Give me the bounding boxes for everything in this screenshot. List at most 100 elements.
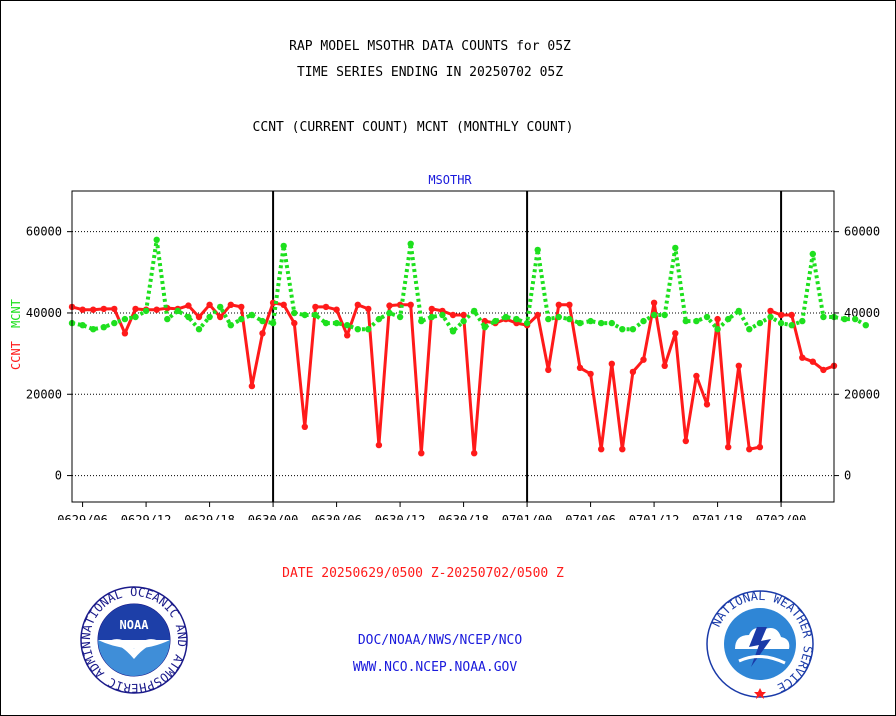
ccnt-data-point bbox=[185, 302, 192, 309]
ccnt-data-point bbox=[598, 446, 605, 453]
mcnt-data-point bbox=[460, 317, 467, 325]
mcnt-data-point bbox=[121, 315, 129, 323]
ccnt-data-point bbox=[693, 372, 700, 380]
ccnt-data-point bbox=[460, 311, 467, 319]
mcnt-data-point bbox=[206, 313, 213, 321]
noaa-logo-text: NOAA bbox=[120, 618, 150, 632]
ccnt-data-point bbox=[714, 315, 721, 323]
x-tick-label: 0701/18 bbox=[692, 513, 743, 520]
ccnt-data-point bbox=[90, 306, 97, 313]
ccnt-series-line bbox=[71, 301, 835, 455]
ccnt-data-point bbox=[333, 306, 340, 313]
mcnt-data-point bbox=[344, 322, 351, 329]
mcnt-data-point bbox=[164, 315, 171, 323]
ccnt-data-point bbox=[301, 423, 308, 430]
grid-layer bbox=[72, 191, 834, 502]
ccnt-data-point bbox=[650, 299, 658, 306]
x-tick-label: 0629/18 bbox=[184, 513, 235, 520]
ccnt-data-point bbox=[555, 301, 562, 308]
mcnt-data-point bbox=[174, 307, 181, 315]
x-tick-label: 0701/12 bbox=[629, 513, 680, 520]
ccnt-data-point bbox=[545, 366, 552, 374]
mcnt-data-point bbox=[746, 326, 753, 333]
ccnt-data-point bbox=[375, 441, 383, 449]
x-tick-label: 0702/00 bbox=[756, 513, 807, 520]
date-range: DATE 20250629/0500 Z-20250702/0500 Z bbox=[282, 566, 564, 581]
y-tick-label-right: 20000 bbox=[844, 387, 880, 401]
mcnt-data-point bbox=[566, 315, 573, 323]
mcnt-data-point bbox=[291, 309, 298, 317]
ccnt-data-point bbox=[534, 311, 541, 319]
org-label: DOC/NOAA/NWS/NCEP/NCO bbox=[357, 633, 523, 648]
ccnt-data-point bbox=[703, 401, 711, 408]
ccnt-data-point bbox=[195, 313, 203, 321]
ccnt-data-point bbox=[777, 311, 785, 319]
mcnt-series-line bbox=[71, 237, 867, 334]
mcnt-data-point bbox=[386, 309, 393, 317]
ccnt-data-point bbox=[725, 443, 732, 451]
ccnt-data-point bbox=[280, 301, 287, 308]
ccnt-data-point bbox=[132, 305, 139, 313]
mcnt-data-point bbox=[576, 319, 584, 327]
mcnt-data-point bbox=[481, 324, 488, 331]
ccnt-data-point bbox=[619, 446, 626, 453]
mcnt-data-point bbox=[375, 315, 383, 323]
mcnt-data-point bbox=[407, 240, 414, 247]
mcnt-data-point bbox=[767, 313, 774, 321]
ccnt-data-point bbox=[238, 303, 245, 311]
ccnt-data-point bbox=[418, 450, 425, 457]
mcnt-data-point bbox=[788, 322, 795, 329]
ccnt-data-point bbox=[291, 319, 298, 327]
mcnt-data-point bbox=[269, 319, 277, 327]
x-tick-label: 0701/00 bbox=[502, 513, 553, 520]
ccnt-data-point bbox=[746, 446, 753, 453]
ccnt-data-point bbox=[756, 443, 764, 451]
nws-logo: NATIONAL WEATHER SERVICE bbox=[706, 589, 815, 699]
mcnt-data-point bbox=[714, 326, 721, 333]
website-link[interactable]: WWW.NCO.NCEP.NOAA.GOV bbox=[352, 660, 518, 675]
mcnt-data-point bbox=[195, 326, 203, 333]
ccnt-data-point bbox=[100, 305, 108, 313]
mcnt-data-point bbox=[333, 319, 340, 327]
mcnt-data-point bbox=[862, 322, 869, 329]
mcnt-data-point bbox=[79, 322, 86, 329]
panel-title: MSOTHR bbox=[428, 173, 472, 187]
ccnt-data-point bbox=[344, 332, 351, 339]
y-tick-label-left: 60000 bbox=[26, 225, 62, 239]
chart-title-line-2: TIME SERIES ENDING IN 20250702 05Z bbox=[296, 65, 564, 80]
mcnt-data-point bbox=[312, 311, 319, 319]
mcnt-data-point bbox=[841, 315, 848, 323]
ccnt-data-point bbox=[312, 303, 319, 311]
mcnt-data-point bbox=[185, 313, 192, 321]
mcnt-data-point bbox=[820, 313, 827, 321]
x-tick-label: 0630/18 bbox=[438, 513, 489, 520]
mcnt-data-point bbox=[396, 313, 404, 321]
ccnt-data-point bbox=[386, 302, 393, 309]
ccnt-data-point bbox=[767, 307, 774, 315]
mcnt-data-point bbox=[852, 315, 859, 323]
mcnt-data-point bbox=[799, 317, 806, 325]
mcnt-data-point bbox=[90, 326, 97, 333]
ccnt-data-point bbox=[799, 354, 806, 361]
ccnt-data-point bbox=[820, 366, 827, 374]
mcnt-data-point bbox=[471, 307, 478, 315]
ccnt-data-point bbox=[661, 362, 668, 369]
y-tick-label-right: 40000 bbox=[844, 306, 880, 320]
mcnt-data-point bbox=[545, 315, 552, 323]
mcnt-data-point bbox=[598, 319, 605, 327]
ccnt-data-point bbox=[365, 305, 372, 313]
ccnt-data-point bbox=[428, 305, 435, 313]
x-tick-label: 0630/00 bbox=[248, 513, 299, 520]
mcnt-data-point bbox=[682, 317, 689, 325]
mcnt-data-point bbox=[365, 326, 372, 333]
mcnt-data-point bbox=[280, 242, 287, 250]
ccnt-data-point bbox=[471, 450, 478, 457]
mcnt-data-point bbox=[513, 315, 520, 323]
mcnt-data-point bbox=[777, 319, 785, 327]
ccnt-data-point bbox=[788, 311, 795, 319]
ccnt-data-point bbox=[248, 382, 256, 390]
x-tick-label: 0629/06 bbox=[57, 513, 108, 520]
mcnt-data-point bbox=[227, 322, 234, 329]
mcnt-data-point bbox=[523, 319, 531, 327]
